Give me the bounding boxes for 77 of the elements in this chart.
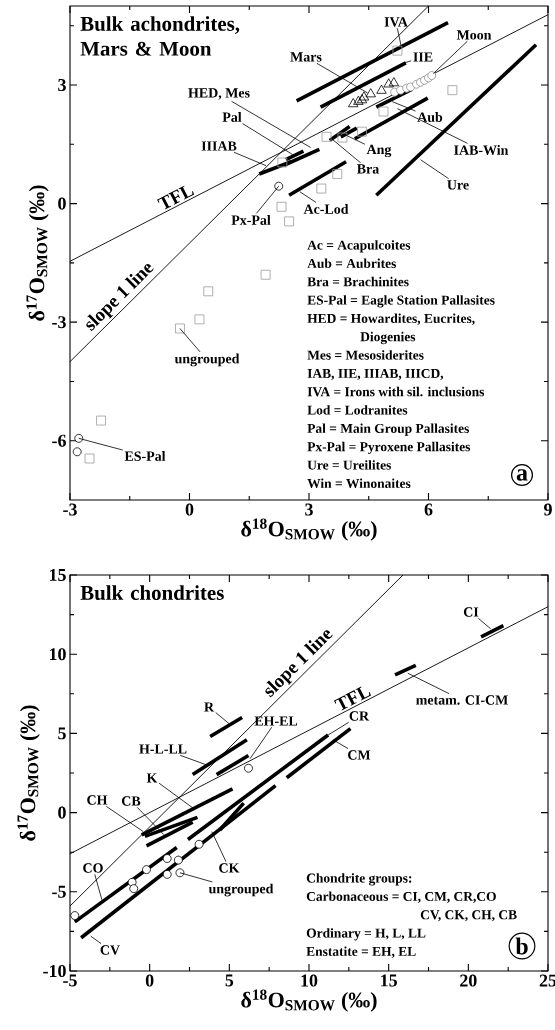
annotation: EH-EL [254,716,298,726]
annotation: HED, Mes [188,88,250,100]
text: TFL [157,185,195,210]
annotation: Enstatite = EH, EL [306,946,416,958]
annotation: CO [83,863,103,873]
annotation: Px-Pal [231,215,271,225]
annotation: Ure [447,180,469,190]
annotation: CI [463,607,479,617]
annotation: Win = Winonaites [307,478,411,489]
annotation: Pal [222,112,242,122]
annotation: CR [349,711,370,721]
x-axis-title: δ$^{18}$O$_{SMOW}$ (‰) [241,518,377,541]
annotation: a [516,469,528,481]
text: TFL [333,686,371,711]
annotation: IIIAB [201,141,237,151]
y-tick-label: -6 [52,434,66,447]
annotation: metam. CI-CM [416,695,508,705]
annotation: ES-Pal [124,451,166,461]
annotation: HED = Howardites, Eucrites, [307,313,475,325]
text: Bulk achondrites, Mars & Moon [80,16,240,56]
annotation: ES-Pal = Eagle Station Pallasites [307,295,495,308]
annotation: Px-Pal = Pyroxene Pallasites [307,441,471,455]
annotation: Carbonaceous = CI, CM, CR,CO [306,891,496,903]
annotation: CV [100,945,120,955]
y-axis-title: δ$^{17}$O$_{SMOW}$ (‰) [26,185,49,321]
annotation: ungrouped [208,883,274,897]
annotation: Mes = Mesosiderites [307,350,424,360]
annotation: Bra = Brachinites [307,276,409,287]
annotation: Moon [456,30,492,40]
annotation: Ac-Lod [303,204,349,214]
x-axis-title: δ$^{18}$O$_{SMOW}$ (‰) [241,989,377,1012]
annotation: K [146,773,158,783]
annotation: Ang [366,144,392,158]
chart-title: Bulk chondrites [80,585,224,600]
annotation: CH [87,795,108,805]
y-tick-label: 15 [49,568,66,581]
y-tick-label: 10 [49,648,66,661]
annotation: Diogenies [360,331,416,345]
annotation: b [515,937,528,955]
x-tick-label: 9 [544,503,552,516]
annotation: Aub [417,112,443,122]
annotation: CV, CK, CH, CB [420,910,517,922]
annotation: R [204,702,215,712]
annotation: CK [219,863,240,873]
x-tick-label: 0 [145,974,154,987]
annotation: CB [121,796,141,806]
annotation: IVA = Irons with sil. inclusions [307,386,485,397]
x-tick-label: 0 [185,503,194,516]
annotation: Chondrite groups: [306,873,412,886]
annotation: CM [348,750,371,760]
x-tick-label: 6 [424,503,433,516]
annotation: IIE [413,52,433,62]
annotation: Aub = Aubrites [307,258,396,269]
annotation: ungrouped [174,353,240,367]
x-tick-label: 5 [225,974,234,987]
annotation: IAB-Win [454,145,509,155]
x-tick-label: 10 [301,974,318,987]
annotation: Ac = Acapulcoites [307,240,411,253]
annotation: Bra [356,164,380,174]
y-tick-label: -5 [52,885,66,898]
y-axis-title: δ$^{17}$O$_{SMOW}$ (‰) [17,705,40,841]
y-tick-label: 3 [58,79,66,92]
y-tick-label: -3 [52,316,66,329]
annotation: Ordinary = H, L, LL [306,928,426,941]
annotation: IVA [384,17,408,27]
y-tick-label: 0 [58,197,66,210]
annotation: H-L-LL [139,744,187,754]
x-tick-label: 3 [305,503,313,516]
x-tick-label: 20 [460,974,477,987]
annotation: Mars [290,52,322,62]
annotation: Ure = Ureilites [307,460,391,470]
y-tick-label: 0 [58,806,66,819]
annotation: Lod = Lodranites [307,405,408,415]
x-tick-label: 15 [381,974,397,987]
y-tick-label: 5 [58,727,66,740]
annotation: IAB, IIE, IIIAB, IIICD, [307,368,444,380]
annotation: Pal = Main Group Pallasites [307,423,469,436]
